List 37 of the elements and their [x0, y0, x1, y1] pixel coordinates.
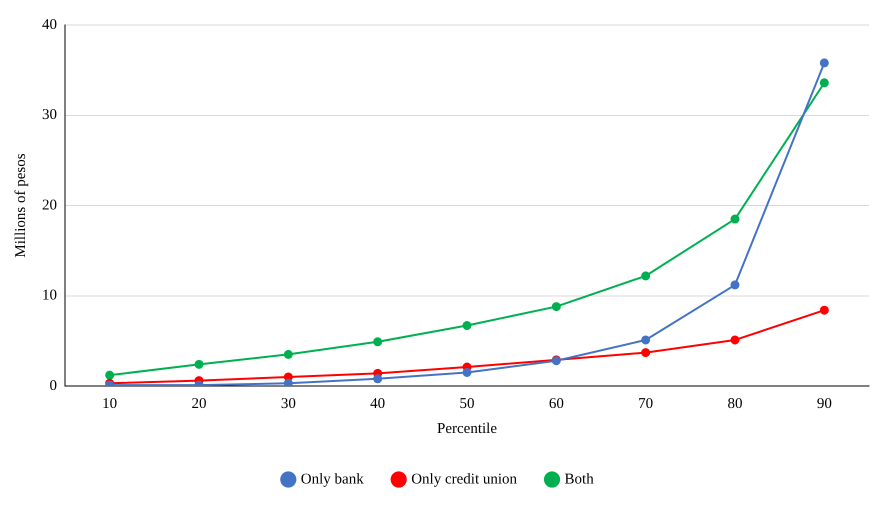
y-tick-label: 10 — [42, 288, 57, 304]
x-tick-label: 20 — [192, 396, 206, 412]
point — [373, 374, 382, 384]
point — [552, 302, 561, 312]
point — [462, 321, 472, 330]
y-axis-title: Millions of pesos — [12, 153, 29, 258]
y-tick-label: 30 — [42, 107, 57, 124]
legend-label: Only bank — [300, 471, 364, 488]
point — [641, 348, 650, 358]
point — [194, 360, 204, 369]
legend-label: Both — [564, 471, 594, 488]
y-tick-label: 20 — [42, 197, 57, 214]
y-tick-label: 0 — [50, 378, 57, 394]
point — [820, 78, 829, 88]
point — [373, 337, 382, 346]
point — [284, 350, 293, 359]
point — [284, 378, 293, 386]
x-tick-label: 10 — [102, 396, 118, 412]
point — [641, 335, 650, 344]
point — [462, 368, 472, 377]
point — [105, 370, 114, 380]
point — [730, 214, 740, 224]
point — [730, 335, 740, 344]
x-tick-label: 60 — [548, 396, 564, 412]
x-tick-label: 50 — [460, 396, 474, 412]
point — [820, 58, 829, 68]
legend-label: Only credit union — [411, 471, 518, 488]
point — [641, 271, 650, 280]
x-tick-label: 90 — [816, 396, 832, 412]
y-tick-label: 40 — [42, 16, 57, 33]
x-tick-label: 70 — [638, 396, 654, 412]
point — [730, 280, 740, 290]
point — [820, 306, 829, 315]
x-axis-title: Percentile — [437, 420, 498, 437]
x-tick-label: 30 — [280, 396, 296, 412]
x-tick-label: 80 — [728, 396, 742, 412]
x-tick-label: 40 — [370, 396, 386, 412]
